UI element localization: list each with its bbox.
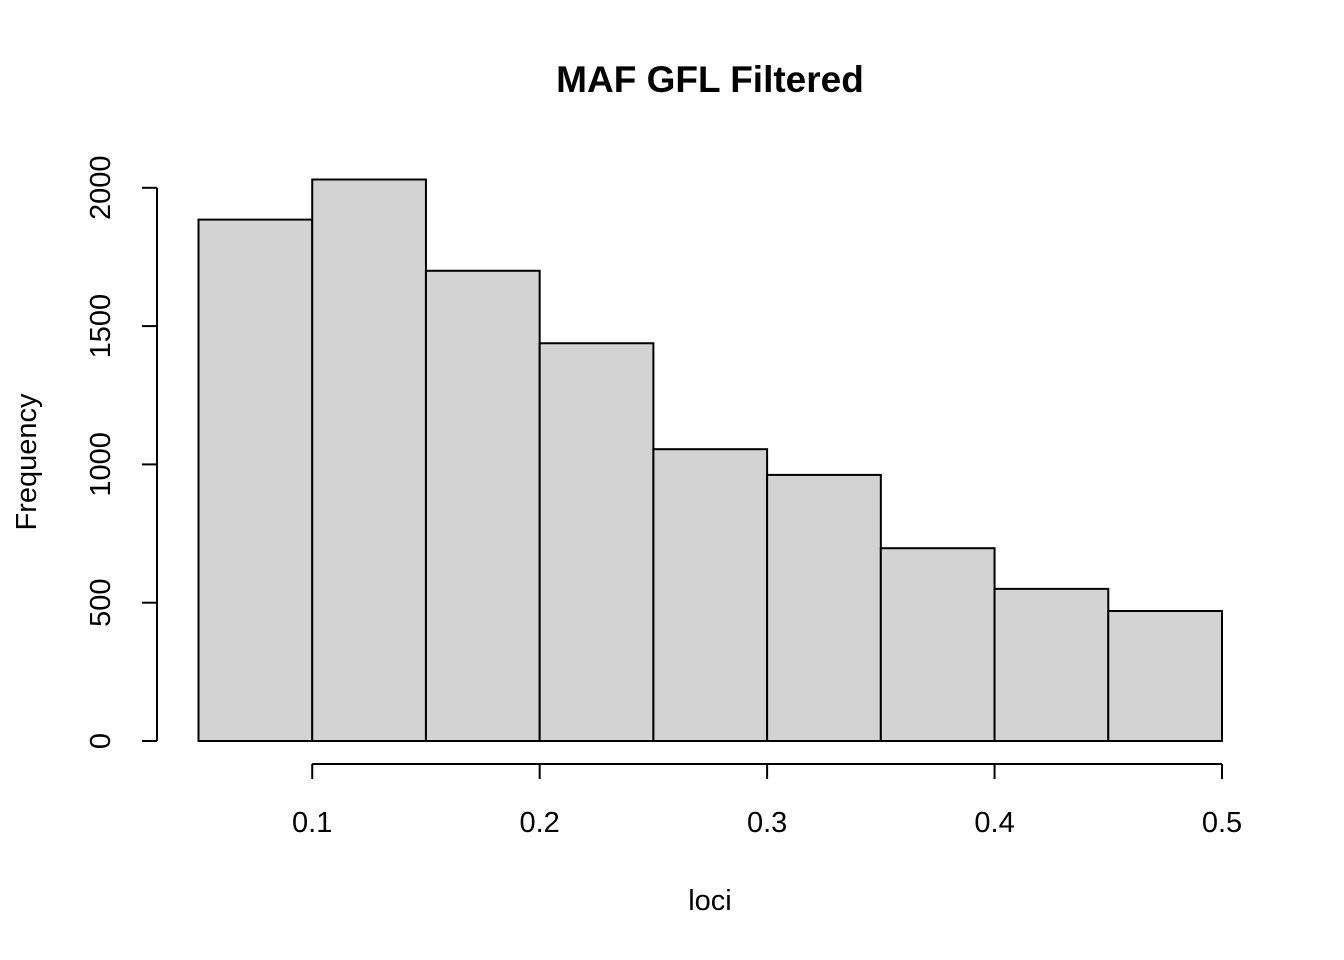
x-tick-label: 0.4: [974, 807, 1014, 839]
y-axis: 0 500 1000 1500 2000: [85, 156, 158, 749]
x-axis-label: loci: [688, 885, 732, 917]
y-tick-label: 500: [85, 579, 117, 627]
x-tick-label: 0.2: [520, 807, 560, 839]
histogram-bar: [993, 587, 1110, 742]
histogram-bar: [652, 448, 769, 742]
y-tick-label: 1000: [85, 432, 117, 497]
y-tick-label: 0: [85, 733, 117, 749]
x-tick-label: 0.5: [1202, 807, 1242, 839]
x-tick-label: 0.1: [292, 807, 332, 839]
histogram-bar: [766, 473, 882, 742]
histogram-bar: [197, 218, 314, 742]
histogram-bar: [424, 269, 541, 742]
histogram-bar: [879, 547, 996, 742]
histogram-bar: [1107, 609, 1224, 742]
y-tick-label: 2000: [85, 156, 117, 221]
x-tick-label: 0.3: [747, 807, 787, 839]
chart-title: MAF GFL Filtered: [556, 59, 864, 100]
x-axis: 0.1 0.2 0.3 0.4 0.5: [292, 763, 1242, 839]
histogram-bar: [538, 342, 655, 742]
bars-group: [197, 178, 1224, 742]
histogram-bar: [311, 178, 427, 742]
y-tick-label: 1500: [85, 294, 117, 359]
y-axis-label: Frequency: [11, 393, 43, 531]
